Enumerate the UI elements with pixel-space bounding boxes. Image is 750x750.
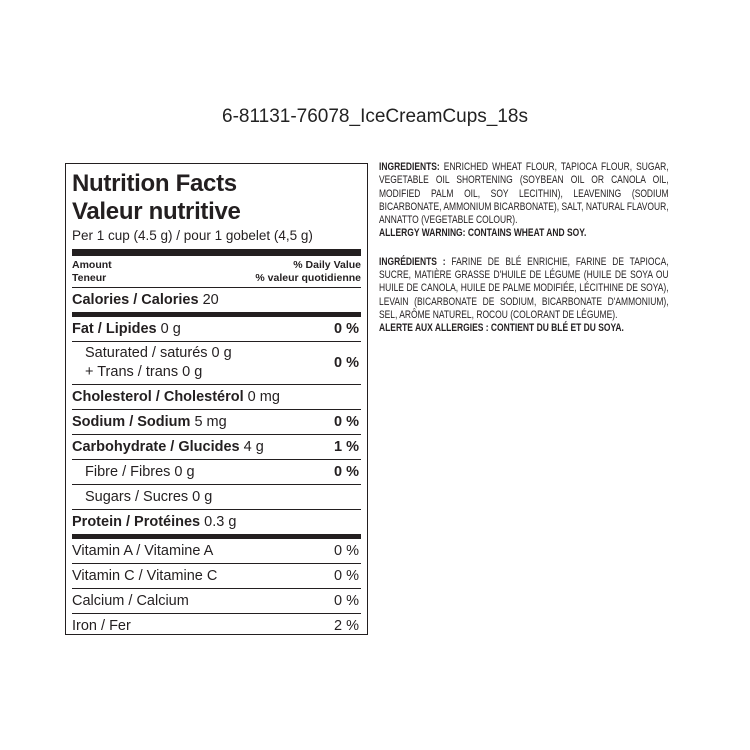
saturated-pct: 0 % — [334, 355, 359, 371]
amount-en: Amount — [72, 259, 112, 271]
vitamin-c-pct: 0 % — [334, 568, 359, 584]
calcium-label: Calcium / Calcium — [72, 593, 189, 609]
sodium-row: Sodium / Sodium 5 mg 0 % — [72, 410, 361, 435]
heading-fr: Valeur nutritive — [72, 198, 241, 225]
sodium-label: Sodium / Sodium — [72, 414, 191, 430]
fat-label: Fat / Lipides — [72, 321, 157, 337]
fibre-label: Fibre / Fibres 0 g — [85, 464, 195, 480]
ingredients-en: INGREDIENTS: ENRICHED WHEAT FLOUR, TAPIO… — [379, 161, 669, 227]
sodium-pct: 0 % — [334, 414, 359, 430]
fibre-pct: 0 % — [334, 464, 359, 480]
vitamin-c-label: Vitamin C / Vitamine C — [72, 568, 218, 584]
sugars-label: Sugars / Sucres 0 g — [85, 489, 213, 505]
ingredients-en-text: ENRICHED WHEAT FLOUR, TAPIOCA FLOUR, SUG… — [379, 161, 669, 227]
sodium-value: 5 mg — [194, 414, 227, 430]
calories-row: Calories / Calories 20 — [72, 288, 361, 317]
protein-value: 0.3 g — [204, 514, 237, 530]
fat-value: 0 g — [160, 321, 181, 337]
saturated-label: Saturated / saturés 0 g — [85, 345, 232, 361]
ingredients-fr-label: INGRÉDIENTS : — [379, 255, 446, 268]
carbohydrate-label: Carbohydrate / Glucides — [72, 439, 240, 455]
dv-en: % Daily Value — [293, 259, 361, 271]
calories-value: 20 — [202, 292, 219, 308]
vitamin-c-row: Vitamin C / Vitamine C 0 % — [72, 564, 361, 589]
saturated-trans-row: Saturated / saturés 0 g + Trans / trans 0… — [72, 342, 361, 385]
iron-label: Iron / Fer — [72, 618, 131, 634]
iron-pct: 2 % — [334, 618, 359, 634]
ingredients-fr: INGRÉDIENTS : FARINE DE BLÉ ENRICHIE, FA… — [379, 256, 669, 322]
column-header: Amount Teneur % Daily Value% valeur quoti… — [72, 256, 361, 288]
ingredients-en-label: INGREDIENTS: — [379, 161, 440, 173]
allergy-warning-en: ALLERGY WARNING: CONTAINS WHEAT AND SOY. — [379, 227, 587, 240]
serving-size: Per 1 cup (4.5 g) / pour 1 gobelet (4,5 … — [72, 227, 361, 256]
product-title: 6-81131-76078_IceCreamCups_18s — [222, 106, 528, 127]
allergy-warning-fr: ALERTE AUX ALLERGIES : CONTIENT DU BLÉ E… — [379, 322, 624, 335]
nutrition-facts-panel: Nutrition Facts Valeur nutritive Per 1 c… — [65, 163, 368, 635]
sugars-row: Sugars / Sucres 0 g — [72, 485, 361, 510]
dv-fr: % valeur quotidienne — [255, 272, 361, 284]
carbohydrate-row: Carbohydrate / Glucides 4 g 1 % — [72, 435, 361, 460]
protein-row: Protein / Protéines 0.3 g — [72, 510, 361, 539]
calcium-row: Calcium / Calcium 0 % — [72, 589, 361, 614]
vitamin-a-row: Vitamin A / Vitamine A 0 % — [72, 539, 361, 564]
ingredients-block: INGREDIENTS: ENRICHED WHEAT FLOUR, TAPIO… — [379, 161, 669, 336]
carbohydrate-pct: 1 % — [334, 439, 359, 455]
cholesterol-label: Cholesterol / Cholestérol — [72, 389, 244, 405]
iron-row: Iron / Fer 2 % — [72, 614, 361, 638]
protein-label: Protein / Protéines — [72, 514, 201, 530]
fat-pct: 0 % — [334, 321, 359, 337]
fibre-row: Fibre / Fibres 0 g 0 % — [72, 460, 361, 485]
trans-label: + Trans / trans 0 g — [85, 364, 203, 380]
cholesterol-value: 0 mg — [247, 389, 280, 405]
ingredients-fr-text: FARINE DE BLÉ ENRICHIE, FARINE DE TAPIOC… — [379, 255, 669, 321]
cholesterol-row: Cholesterol / Cholestérol 0 mg — [72, 385, 361, 410]
vitamin-a-label: Vitamin A / Vitamine A — [72, 543, 214, 559]
vitamin-a-pct: 0 % — [334, 543, 359, 559]
carbohydrate-value: 4 g — [243, 439, 264, 455]
fat-row: Fat / Lipides 0 g 0 % — [72, 317, 361, 342]
amount-fr: Teneur — [72, 272, 107, 284]
calcium-pct: 0 % — [334, 593, 359, 609]
calories-label: Calories / Calories — [72, 292, 199, 308]
heading-en: Nutrition Facts — [72, 170, 237, 197]
